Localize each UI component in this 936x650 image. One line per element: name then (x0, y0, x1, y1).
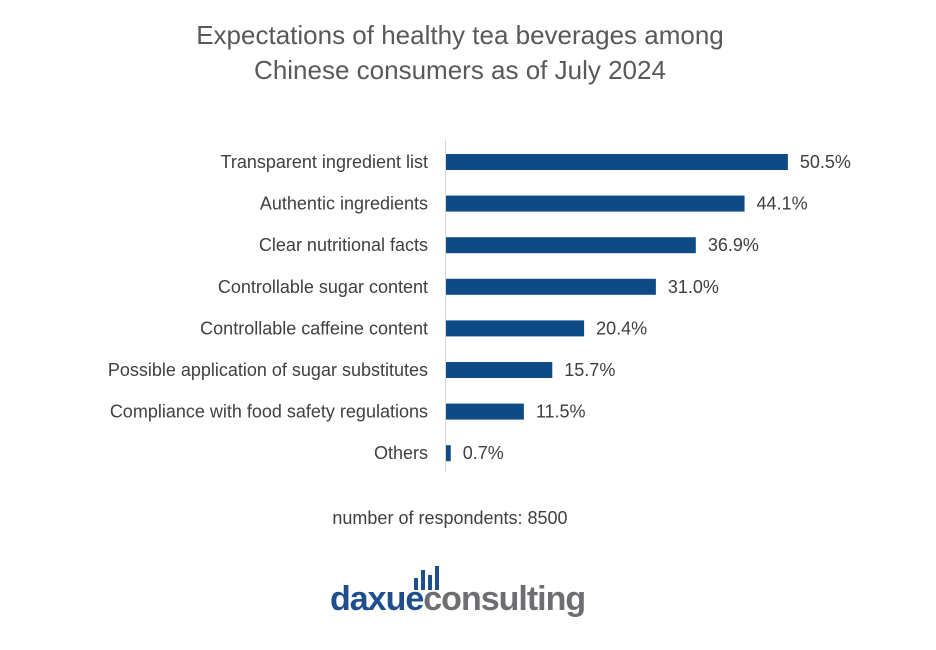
chart-title: Expectations of healthy tea beverages am… (0, 18, 920, 88)
logo-word-primary: daxue (330, 580, 424, 618)
bar (446, 445, 451, 462)
chart-title-line-1: Expectations of healthy tea beverages am… (196, 20, 724, 50)
logo-word-secondary: consulting (423, 580, 586, 618)
category-label: Others (374, 443, 428, 463)
category-label: Compliance with food safety regulations (110, 402, 428, 422)
bar (446, 278, 656, 295)
value-label: 31.0% (668, 277, 719, 297)
bar (446, 195, 745, 212)
value-label: 44.1% (757, 194, 808, 214)
bars-group: Transparent ingredient list 50.5% Authenti… (108, 152, 851, 463)
bar (446, 362, 553, 378)
daxue-consulting-logo: daxueconsulting (330, 566, 610, 628)
category-label: Authentic ingredients (260, 194, 428, 214)
bar (446, 320, 585, 337)
category-label: Possible application of sugar substitute… (108, 360, 428, 380)
value-label: 36.9% (708, 235, 759, 255)
category-label: Transparent ingredient list (221, 152, 428, 172)
value-label: 50.5% (800, 152, 851, 172)
category-label: Controllable caffeine content (200, 318, 428, 338)
bar (446, 154, 788, 170)
bar (446, 403, 524, 420)
respondents-note: number of respondents: 8500 (332, 508, 568, 528)
value-label: 11.5% (536, 402, 586, 422)
category-label: Clear nutritional facts (259, 235, 428, 255)
value-label: 20.4% (596, 318, 647, 338)
chart-title-line-2: Chinese consumers as of July 2024 (254, 55, 666, 85)
value-label: 15.7% (564, 360, 615, 380)
category-label: Controllable sugar content (218, 277, 428, 297)
bar (446, 237, 696, 254)
logo-wordmark: daxueconsulting (330, 580, 586, 619)
value-label: 0.7% (463, 443, 504, 463)
